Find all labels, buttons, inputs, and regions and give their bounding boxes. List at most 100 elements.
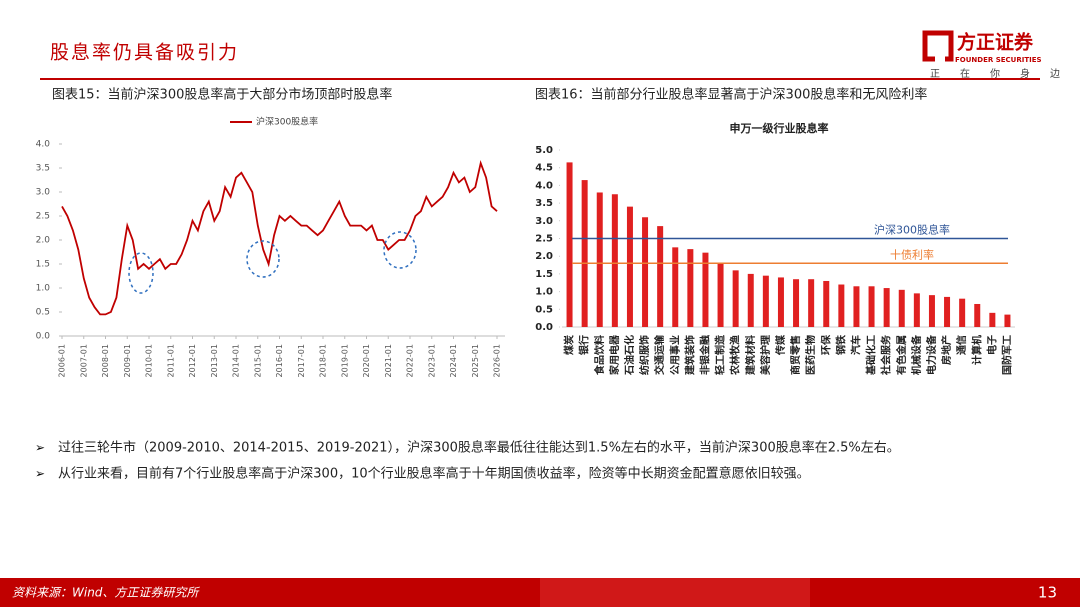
x-tick-label: 纺织服饰 (638, 335, 651, 375)
bar (672, 247, 679, 327)
chart-title: 申万一级行业股息率 (730, 121, 829, 135)
bar (989, 312, 996, 327)
y-tick-label: 0.0 (36, 332, 51, 342)
bar (868, 286, 875, 327)
x-tick-label: 2011-01 (166, 344, 175, 377)
bar (974, 303, 981, 327)
bar (898, 289, 905, 327)
bar (596, 192, 603, 327)
slogan-char: 正 (930, 69, 940, 80)
x-tick-label: 银行 (578, 335, 591, 355)
x-tick-label: 2013-01 (210, 344, 219, 377)
bar (657, 226, 664, 327)
y-tick-label: 1.5 (36, 260, 50, 270)
bar (687, 249, 694, 327)
x-tick-label: 机械设备 (910, 334, 923, 375)
bar (838, 284, 845, 327)
bar (944, 296, 951, 327)
x-tick-label: 基础化工 (865, 335, 878, 376)
x-tick-label: 2010-01 (145, 344, 154, 377)
x-tick-label: 2019-01 (340, 344, 349, 377)
x-tick-label: 环保 (819, 334, 832, 355)
x-tick-label: 公用事业 (668, 335, 681, 375)
x-tick-label: 2007-01 (79, 344, 88, 377)
bar (793, 279, 800, 327)
logo-mark-cut (935, 42, 945, 62)
footer-band-accent (540, 578, 810, 607)
slogan: 正在你身边 (930, 67, 1060, 80)
bar (777, 277, 784, 327)
bar (913, 293, 920, 327)
slogan-char: 你 (990, 67, 1000, 80)
x-tick-label: 2018-01 (319, 344, 328, 377)
x-tick-label: 2023-01 (427, 344, 436, 377)
x-tick-label: 2025-01 (471, 344, 480, 377)
x-tick-label: 有色金属 (895, 335, 908, 375)
y-tick-label: 0.5 (36, 308, 50, 318)
bar (1004, 314, 1011, 327)
x-tick-label: 2017-01 (297, 344, 306, 377)
y-tick-label: 3.5 (535, 198, 553, 209)
x-tick-label: 建筑材料 (744, 335, 757, 376)
x-tick-label: 2015-01 (253, 344, 262, 377)
bar (702, 252, 709, 327)
y-tick-label: 2.0 (535, 251, 553, 262)
x-tick-label: 2026-01 (493, 344, 502, 377)
x-tick-label: 非银金融 (698, 335, 711, 375)
x-tick-label: 电子 (985, 335, 998, 355)
bar (732, 270, 739, 327)
y-tick-label: 4.0 (535, 180, 553, 191)
x-tick-label: 煤炭 (563, 335, 576, 355)
slogan-char: 身 (1020, 67, 1030, 80)
x-tick-label: 2020-01 (362, 344, 371, 377)
x-tick-label: 农林牧渔 (729, 335, 742, 376)
x-tick-label: 家用电器 (608, 334, 621, 375)
reference-label: 沪深300股息率 (874, 223, 950, 237)
bar (626, 206, 633, 327)
y-tick-label: 2.0 (36, 236, 51, 246)
bar (611, 194, 618, 327)
y-tick-label: 1.0 (535, 287, 553, 298)
bar (581, 180, 588, 327)
x-tick-label: 2009-01 (123, 344, 132, 377)
y-tick-label: 3.5 (36, 164, 50, 174)
y-tick-label: 4.5 (535, 163, 553, 174)
x-tick-label: 2012-01 (188, 344, 197, 377)
x-tick-label: 2014-01 (232, 344, 241, 377)
y-tick-label: 4.0 (36, 140, 51, 150)
line-chart: 0.0 0.5 1.0 1.5 2.0 2.5 3.0 3.5 4.0 2006-01 2007-0… (36, 116, 505, 377)
highlight-circle (383, 231, 417, 269)
x-tick-label: 通信 (955, 335, 968, 355)
x-tick-label: 国防军工 (1000, 335, 1013, 375)
bullet-text: 从行业来看，目前有7个行业股息率高于沪深300，10个行业股息率高于十年期国债收… (58, 466, 810, 482)
bar-chart: 申万一级行业股息率 0.0 0.5 1.0 1.5 2.0 2.5 3.0 3.5 4.0 4.5 5… (535, 121, 1015, 376)
x-tick-label: 电力设备 (925, 334, 938, 375)
y-tick-label: 3.0 (36, 188, 51, 198)
x-tick-label: 商贸零售 (789, 335, 802, 375)
x-tick-label: 房地产 (940, 335, 953, 365)
x-tick-label: 2016-01 (275, 344, 284, 377)
bar (808, 279, 815, 327)
bar (717, 263, 724, 327)
caption: 图表15：当前沪深300股息率高于大部分市场顶部时股息率 (52, 87, 392, 103)
slogan-char: 在 (960, 68, 970, 80)
y-tick-label: 2.5 (535, 234, 553, 245)
x-tick-label: 2022-01 (406, 344, 415, 377)
x-tick-label: 轻工制造 (714, 334, 727, 375)
highlight-circle (246, 240, 280, 278)
slide-title: 股息率仍具备吸引力 (50, 42, 239, 64)
bar (928, 295, 935, 327)
logo-english: FOUNDER SECURITIES (955, 56, 1042, 64)
reference-label: 十债利率 (890, 247, 934, 261)
x-tick-label: 传媒 (774, 334, 787, 356)
x-tick-label: 美容护理 (759, 335, 772, 375)
bullet-text: 过往三轮牛市（2009-2010、2014-2015、2019-2021），沪深… (58, 440, 900, 456)
x-tick-label: 石油石化 (623, 335, 636, 376)
x-tick-label: 建筑装饰 (683, 335, 696, 376)
x-tick-label: 2024-01 (449, 344, 458, 377)
line-series (61, 160, 498, 316)
y-tick-label: 3.0 (535, 216, 553, 227)
y-tick-label: 0.5 (535, 304, 553, 315)
